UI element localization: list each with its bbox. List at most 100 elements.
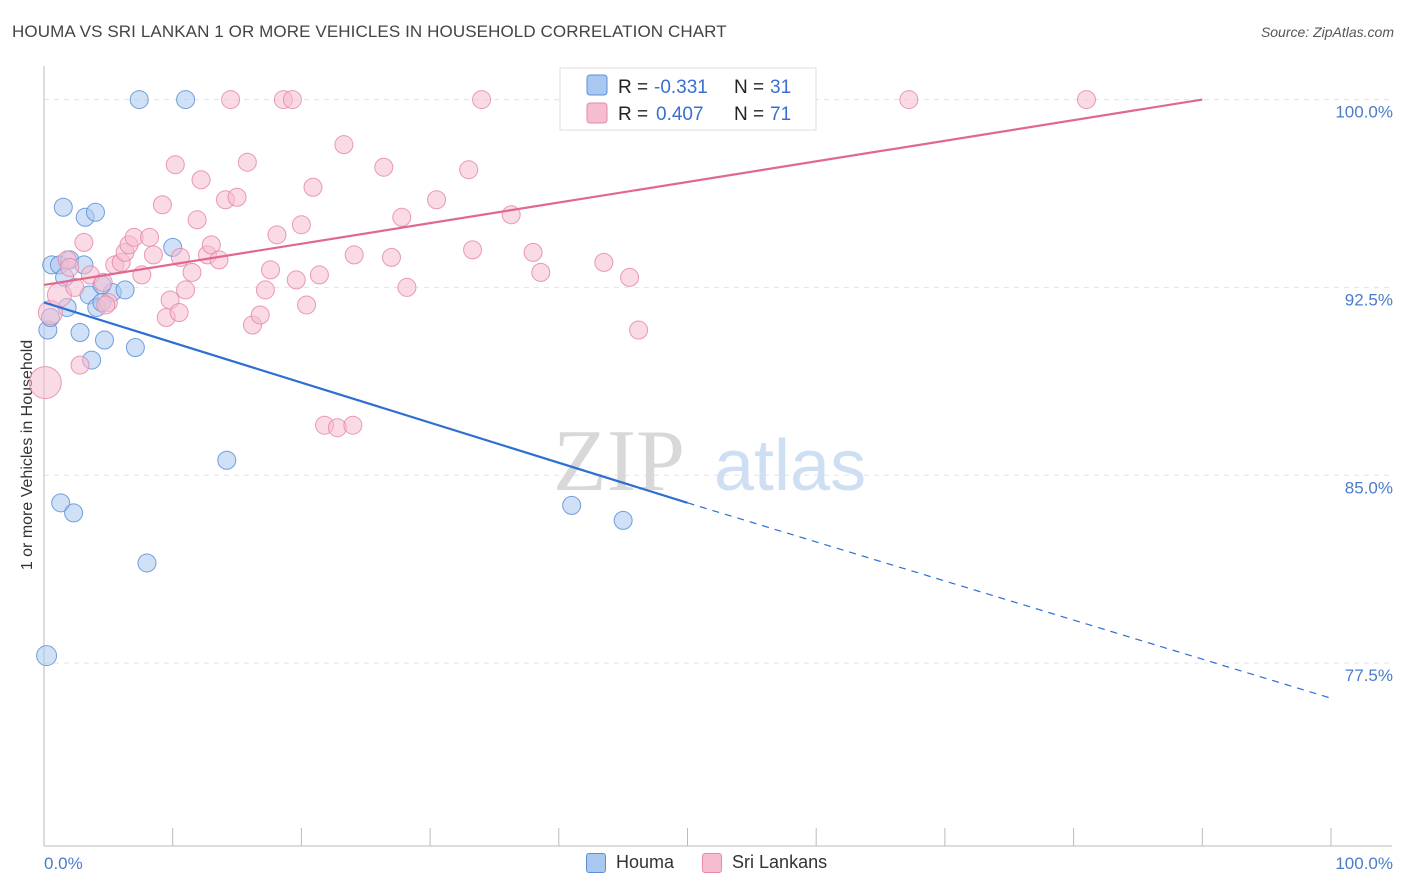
bottom-legend-srilanka[interactable]: Sri Lankans [702, 852, 827, 873]
srilanka-legend-label: Sri Lankans [732, 852, 828, 872]
srilanka-point-8 [93, 272, 113, 292]
srilanka-point-30 [209, 250, 229, 270]
series-srilanka-points [28, 90, 1096, 438]
legend-swatch-houma [586, 74, 608, 96]
srilanka-point-24 [176, 280, 196, 300]
srilanka-point-16 [140, 227, 160, 247]
srilanka-point-50 [343, 415, 363, 435]
srilanka-point-55 [397, 277, 417, 297]
houma-legend-label: Houma [616, 852, 675, 872]
srilanka-point-5 [70, 355, 90, 375]
srilanka-point-22 [169, 302, 189, 322]
bottom-legend-houma[interactable]: Houma [586, 852, 674, 873]
x-tick-label-0: 0.0% [44, 854, 83, 873]
srilanka-point-4 [65, 277, 85, 297]
houma-point-12 [115, 280, 135, 300]
legend-r-label-houma: R = [618, 77, 648, 98]
tick-labels: 100.0% 92.5% 85.0% 77.5% 0.0% 100.0% [44, 103, 1393, 873]
grid-lines [44, 99, 1392, 664]
srilanka-point-64 [594, 252, 614, 272]
srilanka-point-51 [344, 245, 364, 265]
srilanka-point-52 [374, 157, 394, 177]
trend-lines [43, 98, 1332, 699]
y-tick-label-3: 77.5% [1345, 666, 1393, 685]
chart-title: HOUMA VS SRI LANKAN 1 OR MORE VEHICLES I… [12, 22, 727, 41]
srilanka-point-29 [201, 235, 221, 255]
y-tick-label-1: 92.5% [1345, 290, 1393, 309]
srilanka-point-49 [334, 135, 354, 155]
houma-point-24 [64, 503, 84, 523]
srilanka-point-42 [286, 270, 306, 290]
srilanka-point-46 [309, 265, 329, 285]
srilanka-point-56 [427, 190, 447, 210]
houma-trend-extension [687, 502, 1332, 699]
srilanka-trend-line [43, 98, 1203, 287]
houma-point-28 [36, 645, 58, 667]
y-tick-label-0: 100.0% [1335, 103, 1393, 122]
srilanka-point-45 [303, 177, 323, 197]
legend-r-label-srilanka: R = [618, 104, 648, 125]
srilanka-point-17 [143, 245, 163, 265]
srilanka-point-32 [221, 90, 241, 110]
correlation-legend: R = -0.331 N = 31 R = 0.407 N = 71 [559, 67, 817, 131]
srilanka-point-68 [1076, 90, 1096, 110]
srilanka-point-18 [152, 195, 172, 215]
srilanka-point-61 [523, 242, 543, 262]
houma-trend-line [43, 301, 688, 504]
houma-point-20 [125, 338, 145, 358]
srilanka-point-54 [392, 207, 412, 227]
srilanka-point-6 [74, 232, 94, 252]
legend-n-value-srilanka: 71 [770, 104, 791, 125]
houma-point-0 [129, 90, 149, 110]
srilanka-point-62 [531, 262, 551, 282]
srilanka-point-21 [165, 155, 185, 175]
srilanka-point-0 [28, 366, 62, 400]
srilanka-point-39 [267, 225, 287, 245]
bottom-legend: Houma Sri Lankans [586, 852, 847, 873]
legend-r-value-srilanka: 0.407 [656, 104, 704, 125]
srilanka-point-43 [291, 215, 311, 235]
srilanka-point-25 [182, 262, 202, 282]
srilanka-point-26 [187, 210, 207, 230]
srilanka-point-65 [620, 267, 640, 287]
legend-n-value-houma: 31 [770, 77, 791, 98]
houma-point-1 [176, 90, 196, 110]
houma-point-22 [217, 450, 237, 470]
houma-point-26 [562, 495, 582, 515]
srilanka-point-70 [60, 257, 80, 277]
houma-point-18 [70, 323, 90, 343]
srilanka-point-37 [255, 280, 275, 300]
srilanka-point-36 [250, 305, 270, 325]
axes [43, 66, 1392, 847]
series-houma-points [36, 90, 633, 667]
srilanka-point-59 [472, 90, 492, 110]
srilanka-point-57 [459, 160, 479, 180]
houma-point-19 [94, 330, 114, 350]
y-tick-label-2: 85.0% [1345, 478, 1393, 497]
legend-n-label-srilanka: N = [734, 104, 764, 125]
srilanka-swatch [702, 852, 723, 873]
srilanka-point-44 [297, 295, 317, 315]
houma-point-2 [53, 197, 73, 217]
houma-swatch [586, 852, 606, 873]
houma-point-4 [85, 202, 105, 222]
srilanka-point-33 [227, 187, 247, 207]
srilanka-point-53 [381, 247, 401, 267]
legend-n-label-houma: N = [734, 77, 764, 98]
srilanka-point-69 [96, 295, 116, 315]
houma-point-27 [613, 510, 633, 530]
x-tick-label-1: 100.0% [1335, 854, 1393, 873]
srilanka-point-66 [629, 320, 649, 340]
srilanka-point-67 [899, 90, 919, 110]
watermark: ZIP atlas [553, 413, 866, 510]
srilanka-point-41 [282, 90, 302, 110]
srilanka-point-34 [237, 152, 257, 172]
watermark-atlas: atlas [714, 426, 866, 506]
watermark-zip: ZIP [553, 413, 685, 510]
legend-r-value-houma: -0.331 [654, 77, 708, 98]
srilanka-point-38 [261, 260, 281, 280]
houma-point-25 [137, 553, 157, 573]
houma-point-23 [51, 493, 71, 513]
srilanka-point-27 [191, 170, 211, 190]
